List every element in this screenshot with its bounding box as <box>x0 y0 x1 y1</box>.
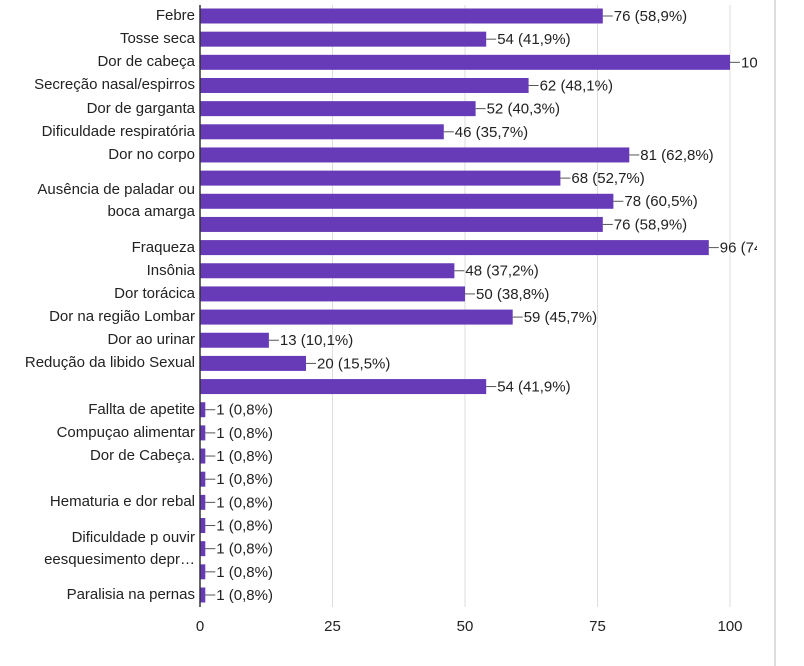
category-label: Fraqueza <box>131 238 195 256</box>
value-label: 78 (60,5%) <box>624 193 697 210</box>
x-tick-label: 100 <box>717 618 742 635</box>
category-label: Dificuldade p ouvir eesquesimento depr… <box>44 528 195 568</box>
bar <box>200 101 476 117</box>
category-label: Febre <box>155 7 195 24</box>
bar <box>200 193 614 209</box>
value-label: 1 (0,8%) <box>216 402 273 419</box>
bar <box>200 587 206 603</box>
x-tick-label: 25 <box>324 618 341 635</box>
category-label: Secreção nasal/espirros <box>34 76 195 94</box>
category-label: Ausência de paladar ou boca amarga <box>37 181 195 221</box>
value-label: 1 (0,8%) <box>216 541 273 558</box>
category-label: Hematuria e dor rebal <box>49 493 195 511</box>
value-label: 48 (37,2%) <box>465 263 538 280</box>
x-tick-label: 75 <box>589 618 606 635</box>
value-label: 59 (45,7%) <box>524 309 597 326</box>
category-label: Tosse seca <box>119 30 195 48</box>
category-label: Dor torácica <box>114 284 195 302</box>
category-label: Dificuldade respiratória <box>41 122 195 140</box>
bar <box>200 286 465 302</box>
value-label: 13 (10,1%) <box>280 332 353 349</box>
category-label: Dor de garganta <box>86 99 195 117</box>
value-label: 1 (0,8%) <box>216 425 273 442</box>
value-label: 20 (15,5%) <box>317 355 390 372</box>
value-label: 46 (35,7%) <box>455 124 528 141</box>
category-label: Dor na região Lombar <box>49 308 195 326</box>
category-label: Dor de cabeça <box>97 53 195 71</box>
bar <box>200 31 487 47</box>
bar <box>200 448 206 464</box>
bar <box>200 240 709 256</box>
value-label: 100 (77,5%) <box>741 54 804 71</box>
bar <box>200 170 561 186</box>
value-label: 81 (62,8%) <box>640 147 713 164</box>
x-tick-label: 0 <box>196 618 204 635</box>
category-label: Paralisia na pernas <box>66 586 195 603</box>
value-label: 96 (74,4%) <box>720 240 793 257</box>
bar <box>200 54 730 70</box>
value-label: 54 (41,9%) <box>497 379 570 396</box>
value-label: 1 (0,8%) <box>216 448 273 465</box>
value-label: 1 (0,8%) <box>216 471 273 488</box>
bar <box>200 425 206 441</box>
category-label: Fallta de apetite <box>88 400 195 418</box>
value-label: 54 (41,9%) <box>497 31 570 48</box>
value-label: 1 (0,8%) <box>216 494 273 511</box>
bar <box>200 77 529 93</box>
bar <box>200 564 206 580</box>
bar <box>200 216 603 232</box>
bar <box>200 355 306 371</box>
bar <box>200 541 206 557</box>
bar <box>200 332 269 348</box>
bar <box>200 471 206 487</box>
category-label: Insônia <box>146 261 195 279</box>
bar <box>200 147 630 163</box>
category-label: Dor ao urinar <box>107 331 195 349</box>
bar <box>200 309 513 325</box>
bar <box>200 402 206 418</box>
category-label: Dor de Cabeça. <box>89 447 195 465</box>
bar <box>200 494 206 510</box>
bar <box>200 263 455 279</box>
value-label: 76 (58,9%) <box>614 8 687 25</box>
value-label: 1 (0,8%) <box>216 517 273 534</box>
value-label: 1 (0,8%) <box>216 564 273 581</box>
value-label: 76 (58,9%) <box>614 216 687 233</box>
bar <box>200 379 487 395</box>
bar <box>200 124 444 140</box>
value-label: 68 (52,7%) <box>571 170 644 187</box>
bar <box>200 8 603 24</box>
bar <box>200 518 206 534</box>
value-label: 62 (48,1%) <box>540 77 613 94</box>
category-label: Dor no corpo <box>108 145 195 163</box>
category-label: Compuçao alimentar <box>56 423 195 441</box>
x-tick-label: 50 <box>457 618 474 635</box>
value-label: 50 (38,8%) <box>476 286 549 303</box>
value-label: 52 (40,3%) <box>487 101 560 118</box>
value-label: 1 (0,8%) <box>216 587 273 604</box>
category-label: Redução da libido Sexual <box>24 354 195 372</box>
